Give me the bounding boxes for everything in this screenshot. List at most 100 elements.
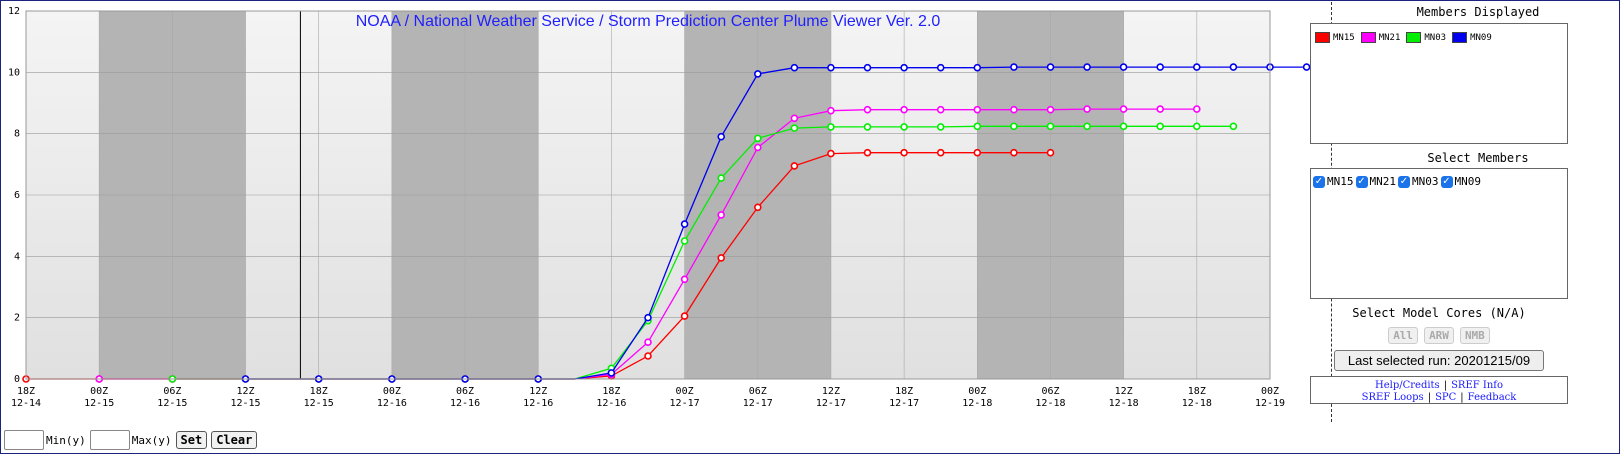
legend-swatch (1360, 32, 1376, 43)
x-tick-date-label: 12-17 (889, 398, 919, 409)
core-arw-button[interactable]: ARW (1424, 327, 1454, 344)
members-displayed-title: Members Displayed (1416, 5, 1540, 19)
data-point (753, 143, 762, 152)
set-button[interactable]: Set (175, 431, 208, 449)
data-point (644, 338, 652, 347)
data-point (900, 105, 908, 114)
x-tick-date-label: 12-17 (743, 398, 773, 409)
checkbox-mn03[interactable]: ✓ MN03 (1398, 175, 1439, 188)
data-point (1229, 63, 1238, 71)
legend-swatch (1406, 32, 1422, 43)
data-point (1193, 105, 1201, 113)
y-tick-label: 0 (14, 374, 20, 385)
x-tick-label: 06Z (163, 386, 181, 397)
legend-swatch (1315, 32, 1330, 43)
x-tick-label: 00Z (676, 386, 694, 397)
core-all-button[interactable]: All (1388, 327, 1419, 344)
data-point (936, 63, 945, 72)
max-y-label: Max(y) (131, 433, 172, 447)
legend-mn15: MN15 (1315, 32, 1355, 43)
data-point (936, 123, 945, 131)
select-members-box: ✓ MN15 ✓ MN21 ✓ MN03 ✓ MN09 (1310, 168, 1568, 299)
x-tick-date-label: 12-16 (596, 398, 626, 409)
spc-link[interactable]: SPC (1435, 392, 1457, 403)
data-point (790, 63, 799, 72)
members-displayed-box: MN15 MN21 MN03 MN09 (1310, 23, 1568, 144)
legend-label: MN03 (1424, 32, 1447, 43)
data-point (1046, 122, 1055, 131)
sref-loops-link[interactable]: SREF Loops (1361, 392, 1424, 403)
side-panel: Members Displayed MN15 MN21 MN03 MN09 Se… (1310, 0, 1618, 452)
x-tick-date-label: 12-17 (670, 398, 700, 409)
x-tick-date-label: 12-16 (523, 398, 553, 409)
data-point (1229, 122, 1238, 131)
data-point (717, 211, 726, 219)
legend-swatch (1452, 32, 1468, 43)
checkbox-label: MN15 (1327, 175, 1354, 188)
data-point (863, 105, 872, 114)
data-point (827, 149, 835, 158)
checkbox-mn15[interactable]: ✓ MN15 (1313, 175, 1354, 188)
legend-label: MN21 (1378, 32, 1401, 43)
data-point (827, 106, 835, 115)
data-point (790, 114, 799, 123)
x-tick-label: 00Z (383, 386, 401, 397)
data-point (863, 123, 872, 131)
data-point (717, 174, 726, 182)
data-point (936, 105, 945, 114)
x-tick-label: 12Z (529, 386, 547, 397)
sref-info-link[interactable]: SREF Info (1451, 380, 1503, 391)
legend-label: MN15 (1333, 32, 1355, 43)
checkbox-label: MN03 (1412, 175, 1439, 188)
last-run-button[interactable]: Last selected run: 20201215/09 (1334, 350, 1544, 371)
data-point (717, 132, 726, 141)
chart-title: NOAA / National Weather Service / Storm … (356, 13, 941, 30)
checkmark-icon: ✓ (1313, 175, 1325, 188)
data-point (680, 220, 689, 228)
link-separator: | (1443, 380, 1448, 391)
checkbox-mn21[interactable]: ✓ MN21 (1355, 175, 1396, 188)
x-tick-label: 12Z (822, 386, 840, 397)
checkmark-icon: ✓ (1440, 175, 1453, 188)
x-tick-label: 18Z (1188, 386, 1206, 397)
x-tick-label: 06Z (456, 386, 474, 397)
data-point (680, 312, 689, 320)
min-y-input[interactable] (4, 430, 44, 450)
select-cores-title: Select Model Cores (N/A) (1352, 306, 1526, 320)
plot-border (25, 10, 1271, 380)
y-tick-label: 12 (8, 6, 20, 17)
data-point (1119, 63, 1128, 71)
legend-mn09: MN09 (1452, 32, 1492, 43)
core-nmb-button[interactable]: NMB (1459, 327, 1490, 344)
data-point (753, 134, 762, 143)
data-point (900, 148, 908, 157)
data-point (1193, 122, 1201, 131)
x-tick-date-label: 12-15 (84, 398, 114, 409)
y-range-controls: Min(y) Max(y) Set Clear (0, 427, 1330, 453)
data-point (1046, 148, 1055, 157)
max-y-input[interactable] (89, 430, 130, 450)
data-point (790, 124, 799, 132)
x-tick-label: 18Z (895, 386, 913, 397)
data-point (1046, 105, 1055, 114)
data-point (790, 162, 799, 170)
x-tick-date-label: 12-15 (157, 398, 187, 409)
data-point (863, 63, 872, 72)
checkbox-mn09[interactable]: ✓ MN09 (1440, 175, 1481, 188)
link-separator: | (1460, 392, 1464, 403)
x-tick-date-label: 12-18 (1182, 398, 1212, 409)
legend-label: MN09 (1470, 32, 1492, 43)
legend-mn03: MN03 (1406, 32, 1446, 43)
clear-button[interactable]: Clear (211, 431, 258, 449)
min-y-label: Min(y) (46, 433, 86, 447)
data-point (1119, 122, 1128, 131)
help-credits-link[interactable]: Help/Credits (1374, 380, 1440, 391)
feedback-link[interactable]: Feedback (1467, 392, 1517, 403)
legend-mn21: MN21 (1360, 32, 1401, 43)
y-tick-label: 4 (14, 251, 20, 262)
x-tick-label: 00Z (90, 386, 108, 397)
data-point (973, 105, 982, 114)
x-tick-date-label: 12-15 (230, 398, 260, 409)
data-point (680, 237, 689, 245)
